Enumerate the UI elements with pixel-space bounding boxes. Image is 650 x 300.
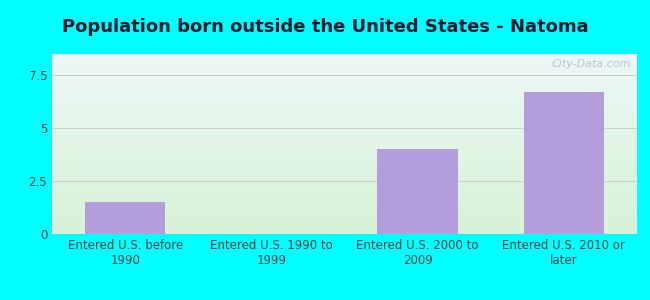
Text: Population born outside the United States - Natoma: Population born outside the United State…: [62, 18, 588, 36]
Bar: [378, 149, 458, 234]
Bar: [524, 92, 604, 234]
Text: City-Data.com: City-Data.com: [552, 59, 631, 69]
Bar: [85, 202, 165, 234]
